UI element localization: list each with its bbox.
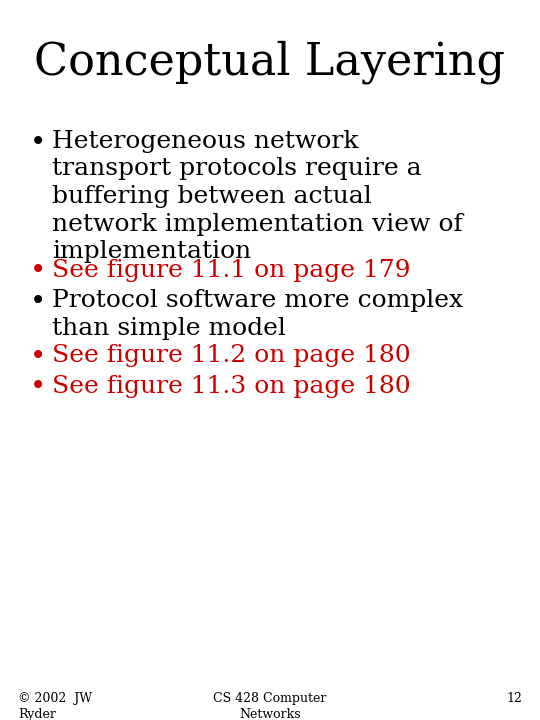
Text: See figure 11.3 on page 180: See figure 11.3 on page 180 (52, 374, 410, 397)
Text: © 2002  JW
Ryder: © 2002 JW Ryder (18, 692, 92, 720)
Text: 12: 12 (506, 692, 522, 705)
Text: See figure 11.2 on page 180: See figure 11.2 on page 180 (52, 344, 410, 367)
Text: Protocol software more complex
than simple model: Protocol software more complex than simp… (52, 289, 463, 340)
Text: See figure 11.1 on page 179: See figure 11.1 on page 179 (52, 258, 410, 282)
Text: Conceptual Layering: Conceptual Layering (35, 40, 505, 84)
Text: CS 428 Computer
Networks: CS 428 Computer Networks (213, 692, 327, 720)
Text: Heterogeneous network
transport protocols require a
buffering between actual
net: Heterogeneous network transport protocol… (52, 130, 463, 263)
Text: •: • (30, 374, 46, 402)
Text: •: • (30, 344, 46, 371)
Text: •: • (30, 130, 46, 157)
Text: •: • (30, 289, 46, 316)
Text: •: • (30, 258, 46, 286)
